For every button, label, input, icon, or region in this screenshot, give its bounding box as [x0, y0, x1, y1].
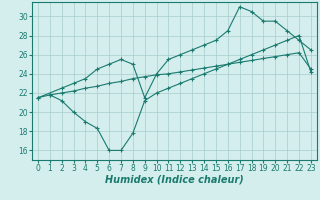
X-axis label: Humidex (Indice chaleur): Humidex (Indice chaleur) — [105, 175, 244, 185]
